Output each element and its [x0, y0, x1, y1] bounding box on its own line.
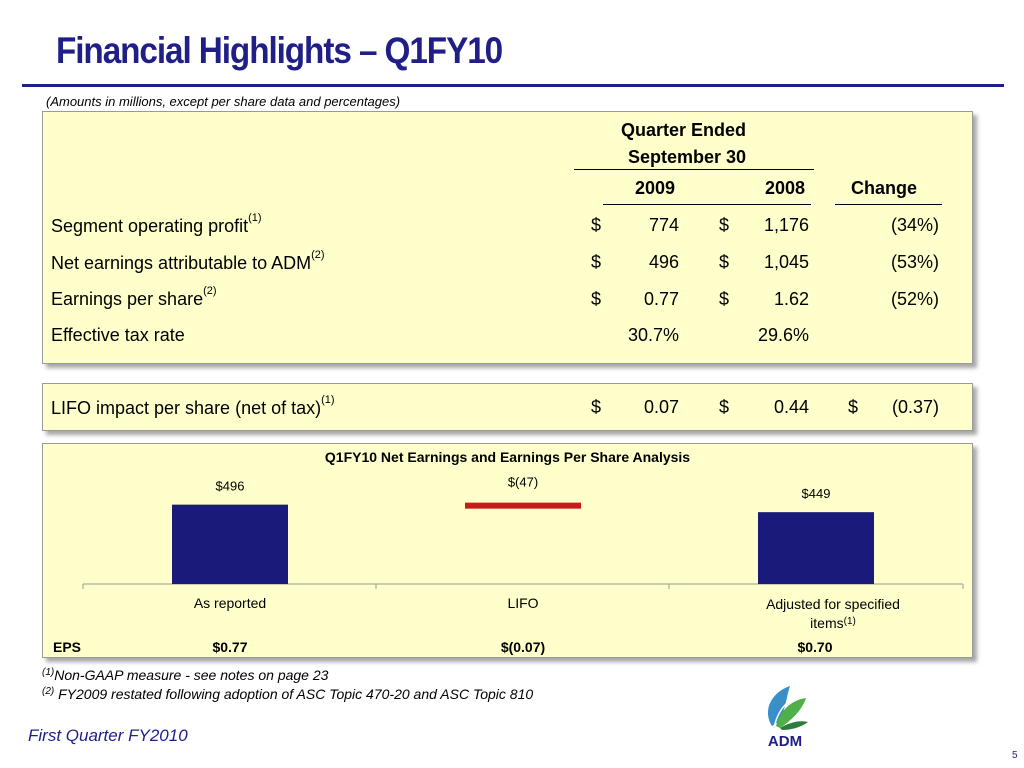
bar-value-label: $449 [802, 486, 831, 501]
eps-value: $(0.07) [500, 639, 546, 655]
currency-symbol: $ [591, 397, 602, 417]
row-label-net-earnings: Net earnings attributable to ADM(2) [51, 249, 325, 273]
value-change: (52%) [890, 289, 939, 309]
footnote-2: (2) FY2009 restated following adoption o… [42, 686, 534, 702]
chart-title: Q1FY10 Net Earnings and Earnings Per Sha… [324, 449, 691, 465]
currency-symbol: $ [719, 252, 730, 272]
currency-symbol: $ [719, 215, 730, 235]
page-number: 5 [1012, 750, 1018, 761]
chart-bar [758, 512, 874, 584]
column-rule-2008 [705, 204, 811, 205]
chart-bar [172, 504, 288, 584]
lifo-value-2008: 0.44 [773, 397, 809, 417]
value-2008: 1.62 [773, 289, 809, 309]
adm-leaf-logo-icon: ADM [750, 680, 820, 750]
column-header-2008: 2008 [765, 178, 806, 198]
column-rule-change [835, 204, 942, 205]
currency-symbol: $ [719, 289, 730, 309]
earnings-analysis-chart-panel: Q1FY10 Net Earnings and Earnings Per Sha… [42, 443, 973, 658]
value-2009: 496 [648, 252, 679, 272]
footer-label: First Quarter FY2010 [28, 726, 188, 745]
value-2009: 0.77 [643, 289, 679, 309]
period-header-line-1: Quarter Ended [621, 120, 747, 140]
chart-bar [465, 502, 581, 509]
eps-label: EPS [53, 639, 82, 655]
currency-symbol: $ [591, 289, 602, 309]
value-2008: 29.6% [757, 325, 809, 345]
column-header-change: Change [851, 178, 918, 198]
lifo-value-2009: 0.07 [643, 397, 679, 417]
value-change: (53%) [890, 252, 939, 272]
column-rule-2009 [603, 204, 711, 205]
period-header-rule [574, 169, 814, 170]
title-divider [22, 84, 1004, 87]
value-change: (34%) [890, 215, 939, 235]
row-label-effective-tax-rate: Effective tax rate [51, 325, 185, 345]
footnote-1: (1)Non-GAAP measure - see notes on page … [42, 667, 329, 683]
category-label: Adjusted for specified items(1) [766, 596, 900, 631]
lifo-value-change: (0.37) [891, 397, 939, 417]
currency-symbol: $ [591, 252, 602, 272]
footnotes: (1)Non-GAAP measure - see notes on page … [42, 666, 533, 704]
page-title: Financial Highlights – Q1FY10 [56, 30, 503, 71]
category-label: LIFO [507, 595, 539, 611]
row-label-earnings-per-share: Earnings per share(2) [51, 285, 217, 309]
eps-value: $0.77 [212, 639, 248, 655]
value-2008: 1,176 [763, 215, 809, 235]
lifo-impact-panel: LIFO impact per share (net of tax)(1) $ … [42, 383, 973, 431]
financial-table-panel: Quarter Ended September 30 2009 2008 Cha… [42, 111, 973, 364]
period-header-line-2: September 30 [628, 147, 747, 167]
column-header-2009: 2009 [635, 178, 676, 198]
value-2009: 774 [648, 215, 679, 235]
page-subtitle: (Amounts in millions, except per share d… [46, 94, 401, 109]
category-label: As reported [193, 595, 267, 611]
row-label-segment-operating-profit: Segment operating profit(1) [51, 212, 262, 236]
eps-value: $0.70 [797, 639, 833, 655]
value-2009: 30.7% [627, 325, 679, 345]
currency-symbol: $ [848, 397, 859, 417]
value-2008: 1,045 [763, 252, 809, 272]
lifo-impact-label: LIFO impact per share (net of tax)(1) [51, 394, 335, 418]
currency-symbol: $ [591, 215, 602, 235]
bar-value-label: $(47) [508, 475, 538, 490]
earnings-bar-chart: $496 $(47) $449 [82, 475, 964, 589]
svg-text:ADM: ADM [768, 733, 802, 750]
bar-value-label: $496 [216, 479, 245, 494]
currency-symbol: $ [719, 397, 730, 417]
